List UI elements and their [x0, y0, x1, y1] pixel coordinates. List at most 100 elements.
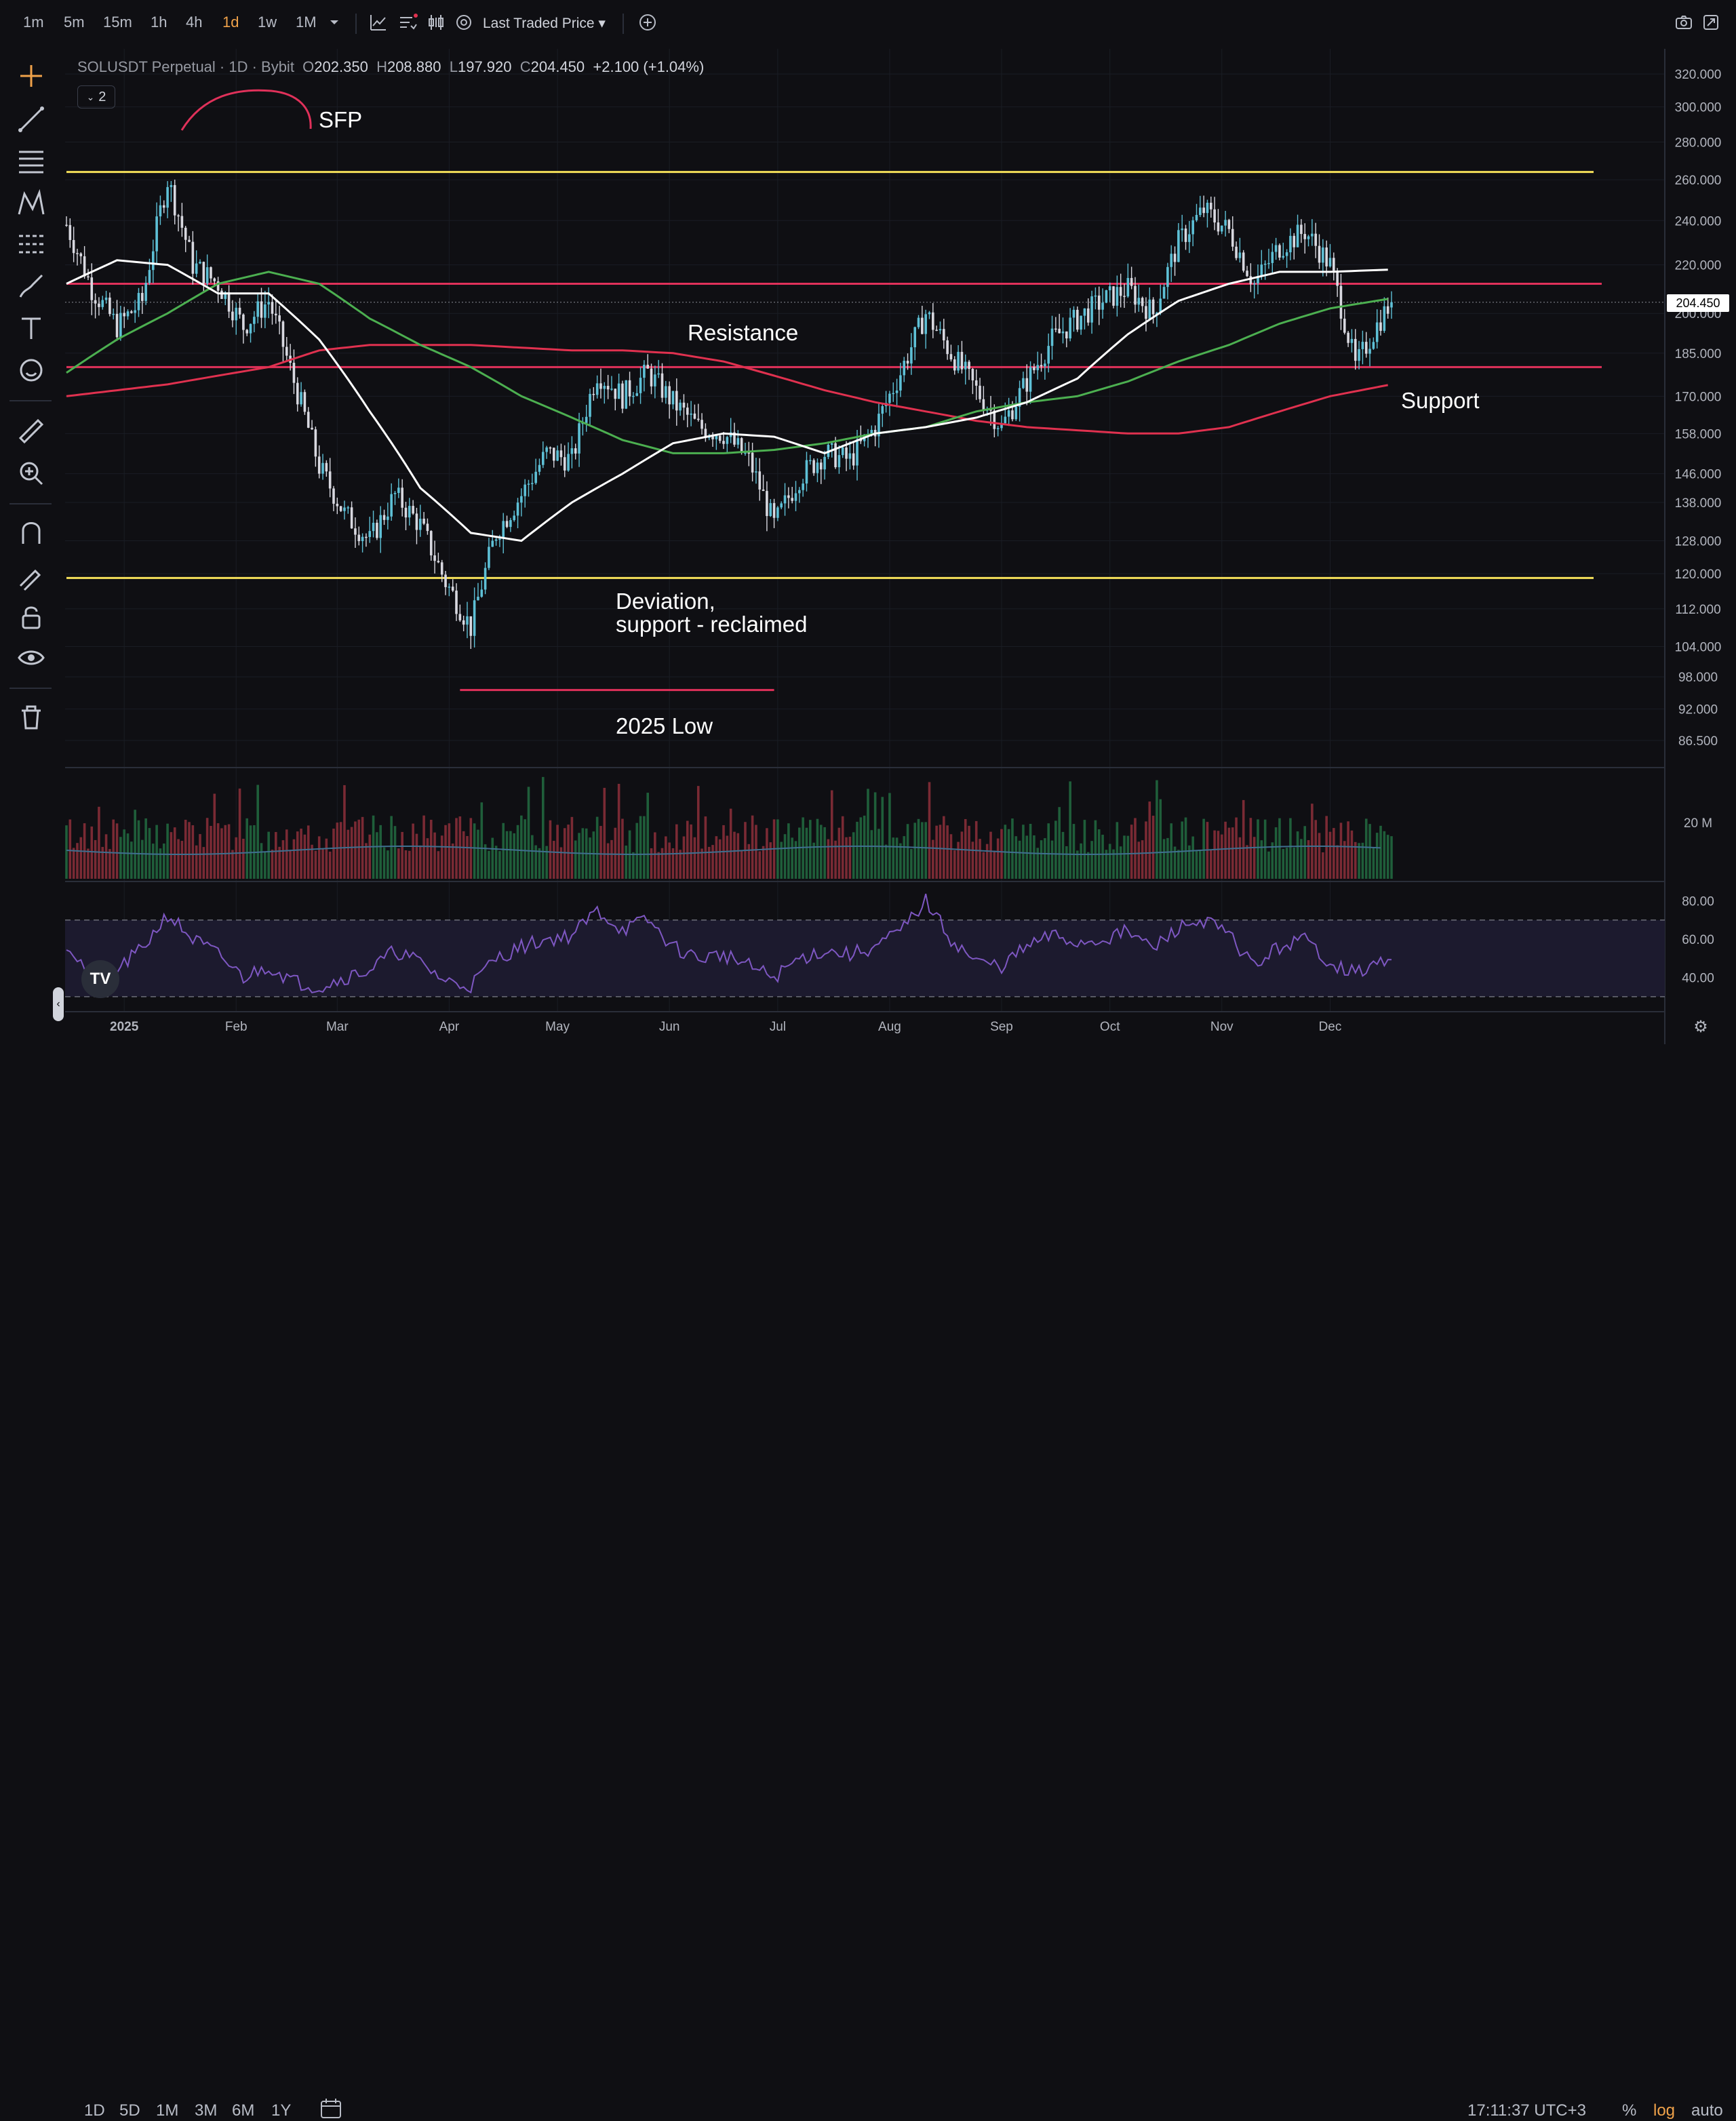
- candle-body: [1364, 342, 1368, 354]
- close-label: C: [519, 58, 531, 75]
- trend-line-icon[interactable]: [15, 103, 47, 136]
- auto-toggle[interactable]: auto: [1691, 2101, 1723, 2120]
- volume-bar: [1375, 833, 1379, 879]
- volume-bar: [696, 786, 700, 879]
- volume-bar: [491, 837, 494, 879]
- price-chart[interactable]: SFP Resistance Support Deviation,support - …: [0, 0, 1736, 1044]
- percent-toggle[interactable]: %: [1622, 2101, 1637, 2120]
- fullscreen-icon[interactable]: [1701, 12, 1721, 33]
- candle-body: [1322, 247, 1324, 263]
- x-tick-label: 2025: [110, 1020, 139, 1034]
- candle-body: [733, 432, 736, 445]
- candle-body: [531, 483, 534, 484]
- lock-pencil-icon[interactable]: [15, 559, 47, 591]
- candle-body: [1202, 207, 1205, 214]
- zoom-icon[interactable]: [15, 457, 47, 490]
- volume-bar: [946, 825, 949, 879]
- range-1D[interactable]: 1D: [84, 2101, 105, 2120]
- volume-bar: [682, 836, 686, 879]
- x-tick-label: Dec: [1319, 1020, 1342, 1034]
- indicators-icon[interactable]: [397, 12, 418, 33]
- volume-bar: [1318, 833, 1321, 879]
- settings-gear-icon[interactable]: [454, 12, 474, 33]
- timeframe-1m[interactable]: 1m: [23, 14, 44, 31]
- emoji-icon[interactable]: [15, 354, 47, 386]
- candle-body: [917, 317, 920, 328]
- timeframe-5m[interactable]: 5m: [64, 14, 85, 31]
- magnet-icon[interactable]: [15, 517, 47, 549]
- eye-icon[interactable]: [15, 641, 47, 674]
- volume-bar: [502, 822, 505, 879]
- candle-body: [1333, 258, 1335, 271]
- timeframe-1M[interactable]: 1M: [296, 14, 317, 31]
- x-tick-label: Sep: [990, 1020, 1013, 1034]
- candle-body: [1314, 233, 1317, 246]
- volume-bar: [989, 831, 992, 879]
- candle-body: [412, 506, 414, 514]
- volume-bar: [1145, 821, 1147, 879]
- volume-bar: [245, 818, 249, 879]
- fib-levels-icon[interactable]: [15, 145, 47, 178]
- candle-body: [90, 277, 94, 300]
- candle-body: [104, 297, 108, 300]
- timeframe-1d[interactable]: 1d: [222, 14, 239, 31]
- timeframe-1h[interactable]: 1h: [151, 14, 167, 31]
- range-1M[interactable]: 1M: [156, 2101, 179, 2120]
- candle-body: [210, 267, 212, 279]
- candle-body: [141, 293, 144, 301]
- volume-bar: [123, 829, 125, 879]
- calendar-icon[interactable]: [319, 2097, 343, 2121]
- camera-icon[interactable]: [1674, 12, 1694, 33]
- timeframe-15m[interactable]: 15m: [103, 14, 132, 31]
- volume-bar: [180, 841, 184, 879]
- volume-ma-line: [66, 845, 1381, 856]
- candle-body: [552, 448, 555, 461]
- candle-body: [94, 300, 97, 304]
- symbol-label[interactable]: SOLUSDT Perpetual · 1D · Bybit: [77, 58, 294, 75]
- range-6M[interactable]: 6M: [232, 2101, 255, 2120]
- candle-body: [1029, 367, 1032, 392]
- compare-icon[interactable]: [426, 12, 446, 33]
- y-tick-label: 320.000: [1675, 68, 1722, 82]
- volume-bar: [484, 844, 487, 879]
- volume-bar: [426, 838, 429, 879]
- timeframe-1w[interactable]: 1w: [258, 14, 277, 31]
- ruler-icon[interactable]: [15, 415, 47, 448]
- range-1Y[interactable]: 1Y: [271, 2101, 292, 2120]
- range-5D[interactable]: 5D: [119, 2101, 140, 2120]
- volume-bar: [130, 841, 133, 879]
- text-tool-icon[interactable]: [15, 312, 47, 344]
- volume-bar: [242, 838, 245, 879]
- candle-body: [671, 391, 675, 405]
- volume-bar: [412, 823, 414, 879]
- brush-icon[interactable]: [15, 270, 47, 302]
- add-plus-icon[interactable]: [637, 12, 658, 33]
- timeframe-dropdown-icon[interactable]: [324, 12, 344, 33]
- volume-bar: [365, 843, 368, 879]
- candle-body: [837, 455, 841, 468]
- candle-body: [989, 410, 992, 411]
- volume-bar: [76, 843, 79, 879]
- time-axis: 2025 Feb Mar Apr May Jun Jul Aug Sep Oct Nov Dec ⚙: [110, 1018, 1708, 1036]
- chart-type-icon[interactable]: [368, 12, 389, 33]
- indicators-collapse-button[interactable]: ⌄ 2: [77, 85, 115, 108]
- trash-icon[interactable]: [15, 701, 47, 734]
- crosshair-icon[interactable]: [15, 60, 47, 92]
- chevron-left-icon[interactable]: ‹: [53, 987, 64, 1021]
- range-3M[interactable]: 3M: [195, 2101, 218, 2120]
- clock-label: 17:11:37 UTC+3: [1467, 2101, 1586, 2120]
- volume-bar: [1285, 848, 1288, 879]
- candle-body: [1379, 322, 1382, 331]
- volume-bar: [892, 837, 895, 879]
- pattern-icon[interactable]: [15, 187, 47, 220]
- lock-icon[interactable]: [15, 601, 47, 633]
- prediction-icon[interactable]: [15, 228, 47, 260]
- candle-body: [870, 430, 873, 435]
- volume-bar: [791, 837, 793, 879]
- rsi-pane: 80.00 60.00 40.00: [65, 893, 1714, 997]
- price-source-selector[interactable]: Last Traded Price ▾: [483, 16, 606, 31]
- volume-bar: [758, 851, 762, 879]
- candle-body: [1285, 252, 1288, 256]
- log-toggle[interactable]: log: [1653, 2101, 1676, 2120]
- timeframe-4h[interactable]: 4h: [186, 14, 203, 31]
